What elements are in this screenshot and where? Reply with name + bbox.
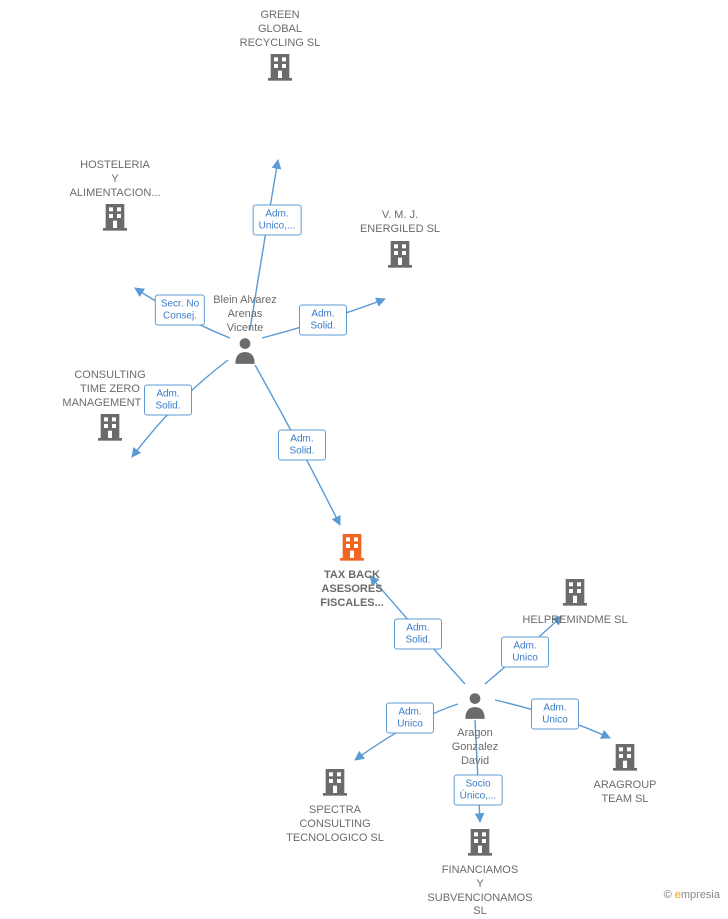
edge-label-aragon-finan: Socio Único,... (454, 775, 503, 806)
footer-credit: © empresia (664, 889, 720, 901)
node-energi[interactable]: V. M. J. ENERGILED SL (340, 205, 460, 272)
edge-label-blein-tax: Adm. Solid. (278, 430, 326, 461)
edge-label-aragon-ara: Adm. Unico (531, 699, 579, 730)
node-help[interactable]: HELPREMINDME SL (515, 575, 635, 628)
building-icon (94, 410, 126, 442)
node-tax[interactable]: TAX BACK ASESORES FISCALES... (292, 530, 412, 610)
edge-label-blein-energi: Adm. Solid. (299, 305, 347, 336)
person-icon (232, 335, 258, 365)
node-label: V. M. J. ENERGILED SL (340, 209, 460, 237)
node-spectra[interactable]: SPECTRA CONSULTING TECNOLOGICO SL (275, 765, 395, 845)
diagram-canvas: GREEN GLOBAL RECYCLING SL HOSTELERIA Y A… (0, 0, 728, 905)
building-icon (336, 530, 368, 562)
node-label: SPECTRA CONSULTING TECNOLOGICO SL (275, 804, 395, 845)
person-icon (462, 690, 488, 720)
node-ara[interactable]: ARAGROUP TEAM SL (565, 740, 685, 807)
brand-rest: mpresia (681, 889, 720, 901)
edge-label-aragon-spectra: Adm. Unico (386, 703, 434, 734)
node-label: FINANCIAMOS Y SUBVENCIONAMOS SL (420, 864, 540, 919)
building-icon (559, 575, 591, 607)
node-label: HELPREMINDME SL (515, 614, 635, 628)
building-icon (264, 50, 296, 82)
building-icon (319, 765, 351, 797)
edge-label-blein-host: Secr. No Consej. (155, 295, 205, 326)
node-label: ARAGROUP TEAM SL (565, 779, 685, 807)
edge-label-blein-green: Adm. Unico,... (253, 205, 302, 236)
edge-label-blein-consult: Adm. Solid. (144, 385, 192, 416)
node-label: GREEN GLOBAL RECYCLING SL (220, 9, 340, 50)
copyright-symbol: © (664, 889, 672, 901)
edge-label-aragon-tax: Adm. Solid. (394, 619, 442, 650)
node-host[interactable]: HOSTELERIA Y ALIMENTACION... (55, 155, 175, 235)
building-icon (464, 825, 496, 857)
edge-label-aragon-help: Adm. Unico (501, 637, 549, 668)
building-icon (609, 740, 641, 772)
node-green[interactable]: GREEN GLOBAL RECYCLING SL (220, 5, 340, 85)
building-icon (99, 200, 131, 232)
node-label: TAX BACK ASESORES FISCALES... (292, 569, 412, 610)
node-label: HOSTELERIA Y ALIMENTACION... (55, 159, 175, 200)
node-label: Aragon Gonzalez David (415, 727, 535, 768)
building-icon (384, 237, 416, 269)
